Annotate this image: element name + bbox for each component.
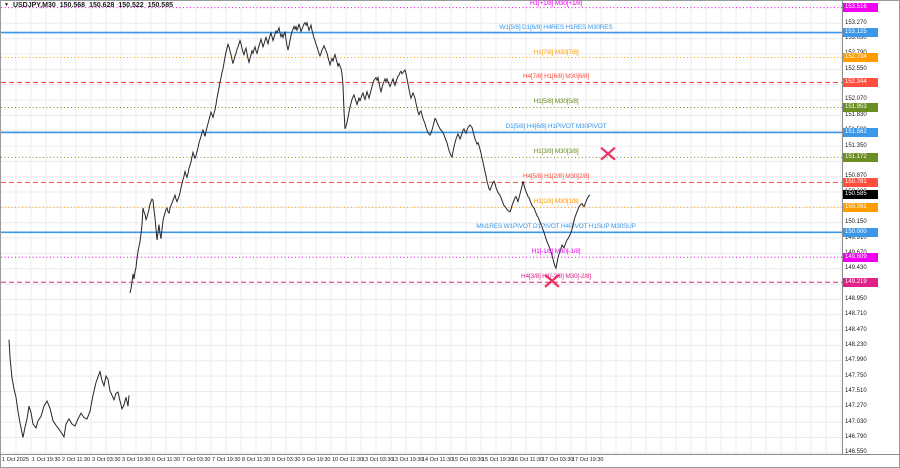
quote-open: 150.568 [59,2,86,9]
murrey-level-label: H1[5/8] M30[5/8] [533,98,579,106]
price-tick-label: 149.910 [845,234,867,241]
price-tick-label: 147.270 [845,403,867,410]
murrey-level-label: W1[5/8] D1[6/8] H4RES H1RES M30RES [499,23,613,31]
price-tick-label: 148.230 [845,341,867,348]
murrey-level-label: H1[7/8] M30[7/8] [533,48,579,56]
level-price-badge: 151.172 [843,152,878,162]
level-price-badge: 150.000 [843,227,878,237]
level-price-badge: 150.781 [843,177,878,187]
murrey-level-label: H1[3/8] M30[3/8] [533,148,579,156]
quote-line: ▼ USDJPY,M30 150.568 150.628 150.522 150… [4,2,173,9]
time-tick-label: 14 Oct 11:30 [422,457,454,463]
time-tick-label: 13 Oct 03:30 [362,457,394,463]
level-price-badge: 152.734 [843,53,878,63]
price-tick-label: 147.990 [845,357,867,364]
price-tick-label: 150.870 [845,173,867,180]
time-tick-label: 8 Oct 11:30 [242,457,271,463]
x-mark-stroke [600,146,616,161]
time-tick-label: 9 Oct 03:30 [272,457,301,463]
price-axis-separator [842,0,843,454]
price-tick-label: 148.470 [845,326,867,333]
price-tick-label: 149.430 [845,265,867,272]
time-tick-label: 17 Oct 03:30 [542,457,574,463]
sell-signal-x-mark[interactable] [544,274,560,288]
sell-signal-x-mark[interactable] [600,146,616,161]
price-tick-label: 152.550 [845,65,867,72]
quote-symbol-period: USDJPY,M30 [12,2,56,9]
time-tick-label: 7 Oct 03:30 [182,457,211,463]
quote-low: 150.522 [118,2,144,9]
price-tick-label: 153.270 [845,19,867,26]
murrey-level-label: H1[+1/8] M30[+1/8] [529,0,583,7]
murrey-level-label: H4[3/8] H1[-2/8] M30[-2/8] [521,273,591,281]
level-price-badge: 151.953 [843,102,878,112]
time-tick-label: 13 Oct 19:30 [392,457,424,463]
price-series [129,21,591,294]
quote-high: 150.628 [89,2,115,9]
quote-close: 150.585 [147,2,173,9]
time-tick-label: 17 Oct 19:30 [572,457,604,463]
level-price-badge: 152.344 [843,77,878,87]
time-tick-label: 2 Oct 11:30 [62,457,91,463]
time-tick-label: 15 Oct 03:30 [452,457,484,463]
time-tick-label: 7 Oct 19:30 [212,457,241,463]
murrey-level-label: H1[-1/8] M30[-1/8] [531,248,581,256]
price-tick-label: 147.510 [845,387,867,394]
level-price-badge: 149.609 [843,252,878,262]
level-price-badge: 150.391 [843,202,878,212]
level-price-badge: 153.516 [843,3,878,13]
time-tick-label: 6 Oct 11:30 [152,457,181,463]
current-price-badge: 150.585 [843,190,878,200]
time-tick-label: 1 Oct 19:30 [32,457,61,463]
time-tick-label: 3 Oct 19:30 [122,457,151,463]
murrey-level-label: H1[1/8] M30[1/8] [533,198,579,206]
price-tick-label: 151.830 [845,111,867,118]
price-tick-label: 146.790 [845,433,867,440]
time-tick-label: 3 Oct 03:30 [92,457,121,463]
murrey-level-label: H4[5/8] H1[2/8] M30[2/8] [522,173,590,181]
murrey-level-label: MN1RES W1PIVOT D1PIVOT H4PIVOT H1SUP M30… [476,223,636,231]
price-tick-label: 148.950 [845,295,867,302]
collapse-quote-icon[interactable]: ▼ [4,2,9,8]
level-price-badge: 151.562 [843,127,878,137]
price-tick-label: 153.030 [845,35,867,42]
time-tick-label: 15 Oct 19:30 [482,457,514,463]
level-price-badge: 153.125 [843,28,878,38]
price-tick-label: 151.350 [845,142,867,149]
time-tick-label: 16 Oct 11:30 [512,457,544,463]
price-tick-label: 148.710 [845,311,867,318]
price-tick-label: 150.150 [845,219,867,226]
murrey-level-label: D1[5/8] H4[6/8] H1PIVOT M30PIVOT [505,123,607,131]
price-tick-label: 147.030 [845,418,867,425]
time-tick-label: 9 Oct 19:30 [302,457,331,463]
murrey-level-label: H4[7/8] H1[6/8] M30[6/8] [522,73,590,81]
time-axis-separator [0,454,900,455]
x-mark-stroke [544,274,560,288]
price-tick-label: 147.750 [845,372,867,379]
level-price-badge: 149.219 [843,277,878,287]
time-tick-label: 1 Oct 2025 [2,457,29,463]
price-series [8,339,130,439]
time-tick-label: 10 Oct 11:30 [332,457,364,463]
price-tick-label: 152.070 [845,96,867,103]
price-tick-label: 146.550 [845,449,867,456]
